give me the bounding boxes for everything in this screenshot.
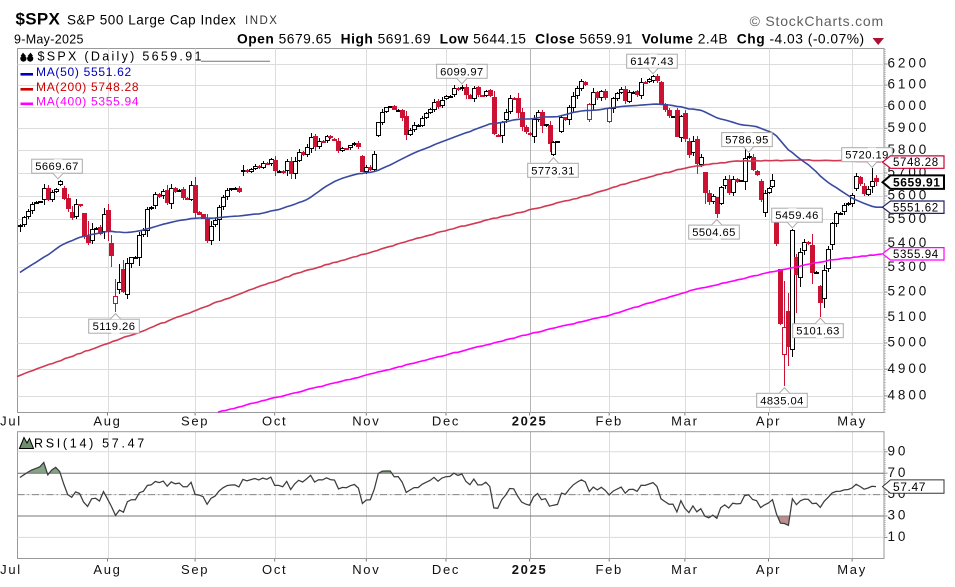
svg-text:Oct: Oct xyxy=(262,414,287,429)
svg-text:5900: 5900 xyxy=(888,120,930,135)
svg-text:5400: 5400 xyxy=(888,235,930,250)
svg-text:Aug: Aug xyxy=(93,414,121,429)
svg-text:5300: 5300 xyxy=(888,259,930,274)
svg-text:57.47: 57.47 xyxy=(893,480,926,494)
svg-text:S&P 500 Large Cap Index: S&P 500 Large Cap Index xyxy=(67,13,236,28)
svg-text:Jul: Jul xyxy=(0,414,22,429)
svg-text:Nov: Nov xyxy=(352,562,380,577)
svg-text:Dec: Dec xyxy=(432,562,460,577)
svg-text:5355.94: 5355.94 xyxy=(893,249,939,261)
svg-text:2025: 2025 xyxy=(512,562,548,577)
svg-text:5459.46: 5459.46 xyxy=(775,210,819,222)
svg-text:Sep: Sep xyxy=(181,562,209,577)
svg-text:INDX: INDX xyxy=(245,15,278,27)
svg-text:5800: 5800 xyxy=(888,142,930,157)
svg-text:$SPX: $SPX xyxy=(16,10,61,29)
svg-text:6147.43: 6147.43 xyxy=(630,56,674,68)
svg-text:MA(200) 5748.28: MA(200) 5748.28 xyxy=(36,80,139,94)
svg-text:30: 30 xyxy=(888,508,909,523)
svg-text:Mar: Mar xyxy=(671,414,699,429)
svg-text:5551.62: 5551.62 xyxy=(893,202,939,214)
svg-text:5748.28: 5748.28 xyxy=(893,157,939,169)
svg-text:RSI(14) 57.47: RSI(14) 57.47 xyxy=(34,437,147,451)
svg-text:4800: 4800 xyxy=(888,388,930,403)
svg-text:5669.67: 5669.67 xyxy=(35,161,79,173)
svg-text:© StockCharts.com: © StockCharts.com xyxy=(750,13,884,29)
svg-text:6099.97: 6099.97 xyxy=(440,66,484,78)
svg-text:Apr: Apr xyxy=(756,414,781,429)
svg-text:4835.04: 4835.04 xyxy=(760,395,804,407)
svg-text:90: 90 xyxy=(888,443,909,458)
svg-text:May: May xyxy=(837,414,867,429)
svg-text:6100: 6100 xyxy=(888,77,930,92)
svg-text:May: May xyxy=(837,562,867,577)
svg-text:Nov: Nov xyxy=(352,414,380,429)
svg-text:MA(400) 5355.94: MA(400) 5355.94 xyxy=(36,95,139,109)
svg-text:5101.63: 5101.63 xyxy=(796,326,840,338)
svg-text:5500: 5500 xyxy=(888,211,930,226)
svg-text:MA(50) 5551.62: MA(50) 5551.62 xyxy=(36,65,132,79)
svg-text:5200: 5200 xyxy=(888,284,930,299)
svg-text:Apr: Apr xyxy=(756,562,781,577)
svg-text:5504.65: 5504.65 xyxy=(692,227,736,239)
svg-text:Dec: Dec xyxy=(432,414,460,429)
svg-text:10: 10 xyxy=(888,529,909,544)
svg-text:5119.26: 5119.26 xyxy=(93,321,136,333)
svg-text:5600: 5600 xyxy=(888,188,930,203)
svg-text:5773.31: 5773.31 xyxy=(531,165,575,177)
svg-text:Aug: Aug xyxy=(93,562,121,577)
svg-text:Jul: Jul xyxy=(0,562,22,577)
svg-text:Oct: Oct xyxy=(262,562,287,577)
svg-text:5659.91: 5659.91 xyxy=(893,175,941,189)
svg-text:5000: 5000 xyxy=(888,335,930,350)
svg-text:4900: 4900 xyxy=(888,361,930,376)
svg-text:5720.19: 5720.19 xyxy=(845,150,889,162)
svg-text:Mar: Mar xyxy=(671,562,699,577)
svg-text:6000: 6000 xyxy=(888,98,930,113)
svg-text:Sep: Sep xyxy=(181,414,209,429)
svg-text:Feb: Feb xyxy=(595,414,623,429)
svg-text:5100: 5100 xyxy=(888,309,930,324)
svg-text:9-May-2025: 9-May-2025 xyxy=(14,33,84,47)
svg-text:5786.95: 5786.95 xyxy=(725,135,769,147)
svg-text:2025: 2025 xyxy=(512,414,548,429)
svg-text:6200: 6200 xyxy=(888,56,930,71)
svg-text:70: 70 xyxy=(888,465,909,480)
svg-text:$SPX (Daily) 5659.91: $SPX (Daily) 5659.91 xyxy=(38,50,204,64)
svg-text:Feb: Feb xyxy=(595,562,623,577)
svg-text:Open 5679.65 High 5691.69 Lo: Open 5679.65 High 5691.69 Low 5644.15 Cl… xyxy=(237,32,865,47)
